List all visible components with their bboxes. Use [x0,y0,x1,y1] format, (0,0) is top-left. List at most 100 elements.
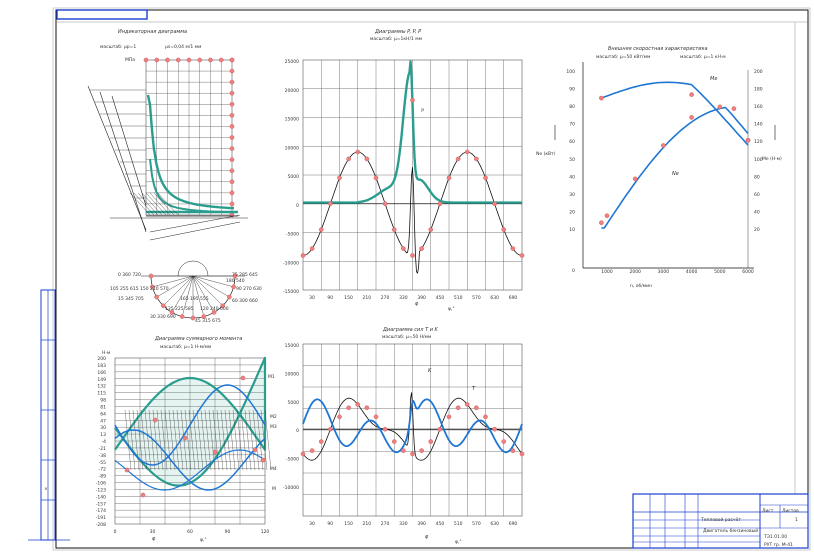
indicator-right-marker [229,90,235,96]
torque-y-tick: -55 [99,460,106,466]
tangential-x-tick: 630 [490,521,499,527]
forces-y-tick: 10000 [285,145,299,151]
speed-characteristic: Внешняя скоростная характеристика масшта… [536,46,782,289]
forces-curve-label: P [421,108,424,114]
forces-point [446,175,452,181]
tangential-point [492,426,497,432]
forces-x-tick: 510 [454,295,463,301]
forces-y-tick: -5000 [286,232,299,238]
speed-left-tick: 10 [569,227,575,233]
speed-left-tick: 30 [569,192,575,198]
indicator-top-marker [143,57,149,63]
forces-x-tick: 150 [344,295,353,301]
indicator-aux-line [149,214,241,233]
torque-y-tick: -21 [99,446,106,452]
tangential-point [373,414,379,420]
speed-x-tick: 4000 [686,269,698,275]
indicator-angle-label: 165 195 555 [180,296,209,302]
forces-point [364,156,370,162]
torque-point [212,449,218,455]
stamp-sheets: Листов [782,508,799,514]
tangential-y-tick: -5000 [286,457,299,463]
torque-y-tick: -191 [96,515,106,521]
tangential-point [337,414,342,420]
torque-y-tick: -140 [96,494,106,500]
speed-ne-point [717,104,723,110]
brick-ray [192,275,215,313]
torque-hatch-line [228,409,236,471]
indicator-scale-right: μs=0,04 м/1 мм [165,44,201,50]
forces-x-unit: φ,° [448,306,455,312]
brick-point [161,303,166,308]
torque-hatch-line [188,409,196,471]
svg-text:×: × [44,486,48,492]
indicator-right-marker [229,201,235,207]
indicator-title: Индикаторная диаграмма [118,29,187,35]
brick-ray [192,275,230,298]
indicator-diagram: Индикаторная диаграмма масштаб: μp=1 μs=… [87,29,262,324]
speed-x-unit: n, об/мин [630,283,652,289]
forces-point [419,246,424,251]
indicator-slope-line [87,85,147,231]
tangential-y-tick: 5000 [288,400,300,406]
torque-hatch-line [252,409,260,471]
speed-right-tick: 140 [754,122,763,128]
torque-hatch-line [140,409,148,471]
forces-point [309,246,315,251]
torque-point [182,435,188,441]
speed-x-tick: 5000 [714,269,726,275]
speed-right-tick: 200 [754,69,763,75]
speed-x-tick: 6000 [742,269,754,275]
tangential-label-t: T [472,386,476,392]
forces-x-tick: 450 [436,295,445,301]
torque-y-unit: Н·м [102,350,110,356]
speed-curves [599,81,751,229]
brick-ray [171,275,194,313]
forces-diagram: Диаграммы P, P, P масштаб: μ=1кН/1 мм 25… [283,29,525,312]
forces-point [492,201,497,207]
speed-ne-point [689,115,694,120]
brick-point [150,284,155,290]
forces-x-tick: 270 [381,295,390,301]
tangential-point [328,426,333,432]
torque-hatch-line [128,409,136,471]
torque-hatch-line [216,409,224,471]
torque-y-tick: 81 [100,404,106,410]
indicator-right-marker [229,68,235,74]
brick-point [201,314,207,319]
forces-point [501,227,507,232]
forces-x-tick: 690 [509,295,518,301]
brick-ray [152,275,194,288]
speed-grid: 1009080706050403020102001801601401201008… [554,62,776,275]
torque-blue-curve [114,384,266,466]
speed-right-tick: 60 [754,192,760,198]
torque-hatch-line [244,409,252,471]
tangential-label-k: K [428,368,432,374]
stamp-subtitle: Тепловой расчёт [700,516,741,523]
torque-blue-curve [114,429,266,491]
tangential-x-tick: 270 [381,521,390,527]
tangential-x-tick: 210 [363,521,372,527]
forces-point [382,201,388,207]
forces-point [437,201,443,207]
torque-x-tick: 0 [114,529,117,535]
indicator-slope-line [99,91,147,233]
torque-y-tick: -4 [102,439,107,445]
torque-y-tick: 13 [100,432,106,438]
indicator-right-marker [229,113,235,118]
forces-point [483,175,488,181]
tangential-point [419,448,424,453]
tangential-point [455,405,461,411]
speed-left-tick: 80 [569,104,575,110]
indicator-brick-circle [141,260,245,321]
torque-y-tick: 166 [97,370,106,376]
torque-y-tick: -72 [99,467,106,473]
indicator-hatch-line [157,192,179,216]
tangential-y-tick: -10000 [283,485,299,491]
indicator-slope-line [111,95,147,207]
indicator-angle-label: 135 225 585 [165,306,194,312]
indicator-grid [143,57,235,218]
indicator-angle-label: 105 255 615 [110,286,139,292]
indicator-hatch-line [141,192,163,216]
torque-curve-label: M1 [268,374,275,380]
